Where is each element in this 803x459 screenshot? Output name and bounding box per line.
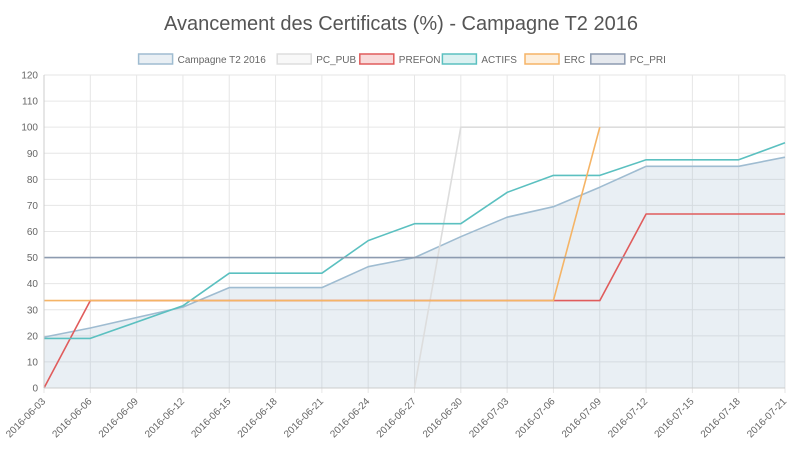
- legend-label: PC_PUB: [316, 55, 356, 66]
- y-tick-label: 70: [27, 201, 39, 212]
- y-tick-label: 20: [27, 331, 39, 342]
- y-tick-label: 80: [27, 175, 39, 186]
- y-tick-label: 50: [27, 253, 39, 264]
- legend-label: ACTIFS: [481, 55, 517, 66]
- legend-label: PC_PRI: [630, 55, 666, 66]
- x-tick-label: 2016-07-12: [606, 396, 650, 440]
- area-layer: [44, 157, 785, 388]
- x-tick-label: 2016-06-18: [236, 396, 280, 440]
- x-tick-label: 2016-07-06: [514, 396, 558, 440]
- series-line: [43, 213, 785, 389]
- series-line: [44, 126, 601, 302]
- x-tick-label: 2016-06-15: [189, 396, 233, 440]
- x-tick-label: 2016-07-03: [467, 396, 511, 440]
- y-tick-label: 60: [27, 227, 39, 238]
- y-tick-label: 120: [21, 71, 38, 82]
- x-tick-label: 2016-06-03: [4, 396, 48, 440]
- legend-swatch: [276, 53, 312, 65]
- legend-label: PREFON: [399, 55, 441, 66]
- series-line: [43, 156, 786, 338]
- legend-label: ERC: [564, 55, 585, 66]
- y-tick-label: 90: [27, 149, 39, 160]
- x-tick-label: 2016-06-12: [143, 396, 187, 440]
- x-tick-label: 2016-06-09: [97, 396, 141, 440]
- legend-label: Campagne T2 2016: [178, 55, 267, 66]
- legend-swatch: [524, 53, 560, 65]
- legend-swatch: [590, 53, 626, 65]
- line-layer: [43, 126, 786, 389]
- legend: Campagne T2 2016 PC_PUB PREFON ACTIFS ERC PC_…: [137, 53, 666, 66]
- x-tick-label: 2016-06-21: [282, 396, 326, 440]
- x-tick-label: 2016-07-18: [699, 396, 743, 440]
- x-tick-label: 2016-06-06: [50, 396, 94, 440]
- legend-swatch: [359, 53, 395, 65]
- y-tick-label: 10: [27, 357, 39, 368]
- y-tick-label: 30: [27, 305, 39, 316]
- x-tick-label: 2016-06-30: [421, 396, 465, 440]
- y-tick-label: 0: [32, 384, 38, 395]
- series-area: [44, 157, 785, 388]
- x-tick-label: 2016-07-15: [653, 396, 697, 440]
- x-tick-label: 2016-07-09: [560, 396, 604, 440]
- x-tick-label: 2016-06-24: [328, 396, 372, 440]
- x-tick-label: 2016-07-21: [745, 396, 789, 440]
- y-tick-label: 110: [22, 97, 38, 108]
- legend-swatch: [441, 53, 478, 65]
- x-tick-label: 2016-06-27: [375, 396, 419, 440]
- y-tick-label: 40: [27, 279, 39, 290]
- y-tick-label: 100: [21, 123, 38, 134]
- chart-title: Avancement des Certificats (%) - Campagn…: [164, 13, 638, 35]
- legend-swatch: [137, 53, 174, 65]
